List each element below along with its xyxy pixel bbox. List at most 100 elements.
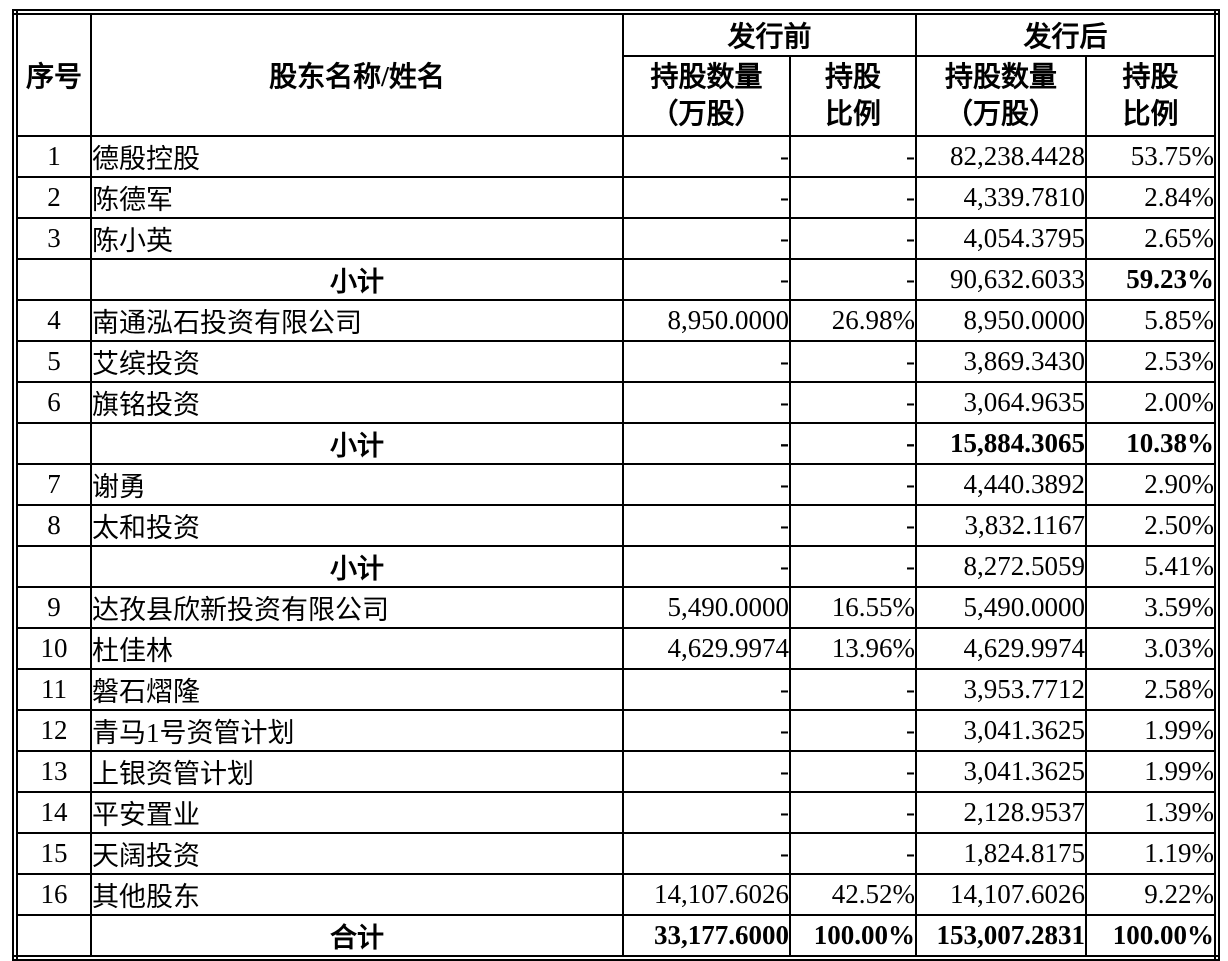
header-shareholder-name: 股东名称/姓名 [90, 11, 624, 137]
cell-serial-number: 14 [14, 791, 92, 834]
cell-serial-number: 16 [14, 873, 92, 916]
cell-shareholder-name: 谢勇 [90, 463, 624, 506]
cell-post-quantity: 14,107.6026 [915, 873, 1088, 916]
header-post-quantity: 持股数量 （万股） [915, 55, 1088, 137]
cell-pre-ratio: - [788, 791, 918, 834]
cell-post-ratio: 5.85% [1085, 299, 1219, 342]
cell-serial-number: 1 [14, 135, 92, 178]
cell-pre-quantity: - [622, 832, 791, 875]
cell-pre-ratio: 42.52% [788, 873, 918, 916]
shareholding-document: 序号 股东名称/姓名 发行前 发行后 持股数量 （万股） 持股 比例 持股数量 … [12, 9, 1221, 961]
shareholding-table: 序号 股东名称/姓名 发行前 发行后 持股数量 （万股） 持股 比例 持股数量 … [12, 9, 1221, 961]
cell-serial-number: 2 [14, 176, 92, 219]
cell-shareholder-name: 上银资管计划 [90, 750, 624, 793]
cell-serial-number: 15 [14, 832, 92, 875]
subtotal-row: 小计 - - 90,632.6033 59.23% [14, 258, 1219, 301]
header-post-ratio: 持股 比例 [1085, 55, 1219, 137]
cell-post-ratio: 2.00% [1085, 381, 1219, 424]
cell-shareholder-name: 青马1号资管计划 [90, 709, 624, 752]
cell-post-ratio: 3.59% [1085, 586, 1219, 629]
header-serial-number: 序号 [14, 11, 92, 137]
cell-serial-number [14, 422, 92, 465]
cell-pre-quantity: - [622, 340, 791, 383]
table-row: 12 青马1号资管计划 - - 3,041.3625 1.99% [14, 709, 1219, 752]
cell-post-quantity: 90,632.6033 [915, 258, 1088, 301]
header-sub-row: 持股数量 （万股） 持股 比例 持股数量 （万股） 持股 比例 [15, 55, 1219, 137]
cell-serial-number: 11 [14, 668, 92, 711]
cell-pre-ratio: - [788, 135, 918, 178]
cell-shareholder-name: 太和投资 [90, 504, 624, 547]
cell-pre-ratio: - [788, 750, 918, 793]
table-row: 7 谢勇 - - 4,440.3892 2.90% [14, 463, 1219, 506]
cell-serial-number: 13 [14, 750, 92, 793]
cell-post-quantity: 4,054.3795 [915, 217, 1088, 260]
table-row: 9 达孜县欣新投资有限公司 5,490.0000 16.55% 5,490.00… [14, 586, 1219, 629]
cell-post-ratio: 2.84% [1085, 176, 1219, 219]
cell-post-ratio: 1.39% [1085, 791, 1219, 834]
table-row: 2 陈德军 - - 4,339.7810 2.84% [14, 176, 1219, 219]
cell-shareholder-name: 陈小英 [90, 217, 624, 260]
cell-post-quantity: 82,238.4428 [915, 135, 1088, 178]
subtotal-row: 小计 - - 15,884.3065 10.38% [14, 422, 1219, 465]
cell-post-ratio: 2.58% [1085, 668, 1219, 711]
cell-post-ratio: 1.19% [1085, 832, 1219, 875]
cell-pre-quantity: - [622, 422, 791, 465]
table-header: 序号 股东名称/姓名 发行前 发行后 持股数量 （万股） 持股 比例 持股数量 … [14, 11, 1219, 137]
header-group-row: 序号 股东名称/姓名 发行前 发行后 [14, 11, 1219, 137]
cell-pre-quantity: - [622, 709, 791, 752]
cell-post-quantity: 4,629.9974 [915, 627, 1088, 670]
cell-pre-quantity: 14,107.6026 [622, 873, 791, 916]
header-pre-issuance: 发行前 [621, 11, 918, 57]
cell-pre-ratio: - [788, 422, 918, 465]
table-row: 10 杜佳林 4,629.9974 13.96% 4,629.9974 3.03… [14, 627, 1219, 670]
cell-post-ratio: 1.99% [1085, 709, 1219, 752]
cell-pre-ratio: - [788, 217, 918, 260]
cell-serial-number: 7 [14, 463, 92, 506]
subtotal-row: 小计 - - 8,272.5059 5.41% [14, 545, 1219, 588]
cell-pre-quantity: - [622, 135, 791, 178]
cell-pre-ratio: - [788, 832, 918, 875]
cell-shareholder-name: 艾缤投资 [90, 340, 624, 383]
cell-pre-ratio: 16.55% [788, 586, 918, 629]
cell-pre-quantity: - [622, 668, 791, 711]
cell-serial-number: 9 [14, 586, 92, 629]
cell-shareholder-name: 平安置业 [90, 791, 624, 834]
cell-shareholder-name: 其他股东 [90, 873, 624, 916]
cell-pre-quantity: 4,629.9974 [622, 627, 791, 670]
cell-post-quantity: 3,832.1167 [915, 504, 1088, 547]
cell-post-quantity: 2,128.9537 [915, 791, 1088, 834]
cell-shareholder-name: 南通泓石投资有限公司 [90, 299, 624, 342]
header-pre-quantity: 持股数量 （万股） [622, 55, 791, 137]
cell-shareholder-name: 陈德军 [90, 176, 624, 219]
cell-post-quantity: 3,041.3625 [915, 750, 1088, 793]
cell-serial-number [14, 258, 92, 301]
cell-subtotal-label: 小计 [90, 422, 624, 465]
cell-post-quantity: 3,869.3430 [915, 340, 1088, 383]
cell-post-quantity: 8,272.5059 [915, 545, 1088, 588]
cell-post-quantity: 1,824.8175 [915, 832, 1088, 875]
cell-pre-ratio: - [788, 463, 918, 506]
table-row: 13 上银资管计划 - - 3,041.3625 1.99% [14, 750, 1219, 793]
cell-post-quantity: 4,339.7810 [915, 176, 1088, 219]
cell-shareholder-name: 德殷控股 [90, 135, 624, 178]
cell-total-label: 合计 [90, 914, 624, 959]
cell-pre-quantity: 5,490.0000 [622, 586, 791, 629]
table-row: 4 南通泓石投资有限公司 8,950.0000 26.98% 8,950.000… [14, 299, 1219, 342]
cell-serial-number: 5 [14, 340, 92, 383]
cell-subtotal-label: 小计 [90, 258, 624, 301]
cell-pre-ratio: - [788, 504, 918, 547]
cell-pre-quantity: - [622, 545, 791, 588]
cell-pre-ratio: - [788, 668, 918, 711]
cell-post-quantity: 5,490.0000 [915, 586, 1088, 629]
cell-pre-ratio: - [788, 340, 918, 383]
table-row: 6 旗铭投资 - - 3,064.9635 2.00% [14, 381, 1219, 424]
table-row: 15 天阔投资 - - 1,824.8175 1.19% [14, 832, 1219, 875]
cell-shareholder-name: 旗铭投资 [90, 381, 624, 424]
table-row: 16 其他股东 14,107.6026 42.52% 14,107.6026 9… [14, 873, 1219, 916]
cell-post-ratio: 59.23% [1085, 258, 1219, 301]
cell-pre-ratio: - [788, 709, 918, 752]
cell-post-ratio: 53.75% [1085, 135, 1219, 178]
cell-pre-ratio: 100.00% [788, 914, 918, 959]
cell-serial-number: 6 [14, 381, 92, 424]
cell-shareholder-name: 达孜县欣新投资有限公司 [90, 586, 624, 629]
